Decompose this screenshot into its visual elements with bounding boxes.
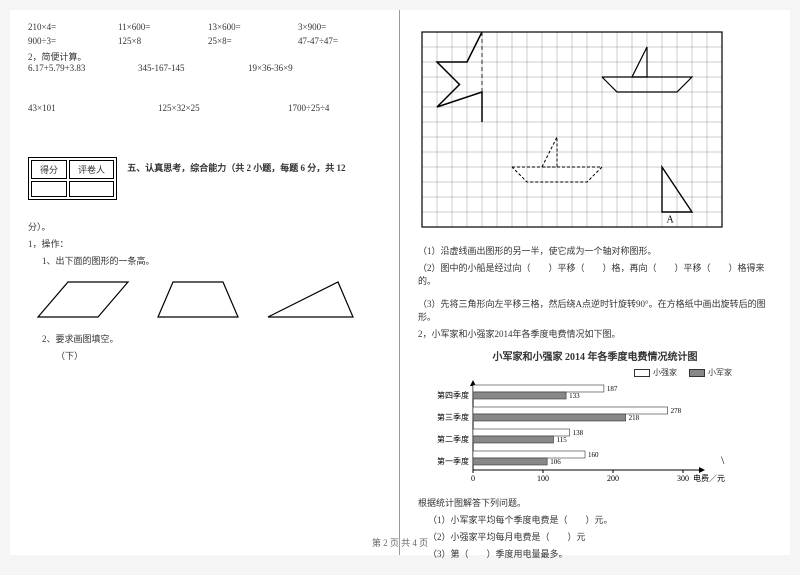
chart-q1: （1）小军家平均每个季度电费是（ ）元。 — [428, 513, 772, 526]
page-footer: 第 2 页 共 4 页 — [10, 536, 790, 549]
svg-text:100: 100 — [537, 474, 549, 483]
legend-label: 小强家 — [653, 367, 677, 378]
calc-cell: 11×600= — [118, 22, 178, 32]
shapes-row — [28, 277, 381, 322]
calc-cell: 43×101 — [28, 103, 88, 113]
svg-text:300: 300 — [677, 474, 689, 483]
q2-title: 2，小军家和小强家2014年各季度电费情况如下图。 — [418, 327, 772, 340]
calc-cell: 3×900= — [298, 22, 358, 32]
right-column: A （1）沿虚线画出图形的另一半，使它成为一个轴对称图形。 （2）图中的小船是经… — [400, 10, 790, 555]
svg-text:0: 0 — [471, 474, 475, 483]
q1a-label: 1、出下面的图形的一条高。 — [42, 254, 381, 267]
svg-text:106: 106 — [550, 458, 561, 466]
calc-cell: 25×8= — [208, 36, 268, 46]
q2b-label: （下） — [56, 349, 381, 362]
svg-text:133: 133 — [569, 392, 580, 400]
parallelogram-shape — [28, 277, 133, 322]
svg-text:第一季度: 第一季度 — [437, 456, 469, 466]
grid-q3b: 形。 — [418, 310, 772, 323]
calc-cell: 125×8 — [118, 36, 178, 46]
q1-label: 1，操作： — [28, 237, 381, 250]
calc-cell: 900÷3= — [28, 36, 88, 46]
chart-svg: 0 100 200 300 电费／元 第四季度 187 133 第三季度 278 218 第二季度 13… — [418, 380, 738, 490]
section-five-end: 分）。 — [28, 220, 381, 233]
svg-text:115: 115 — [557, 436, 568, 444]
svg-text:第二季度: 第二季度 — [437, 434, 469, 444]
svg-text:电费／元: 电费／元 — [693, 473, 725, 483]
calc-block: 210×4= 11×600= 13×600= 3×900= 900÷3= 125… — [28, 22, 381, 46]
section-five-title: 五、认真思考，综合能力（共 2 小题，每题 6 分，共 12 — [127, 163, 345, 173]
calc-cell: 210×4= — [28, 22, 88, 32]
legend-item: 小军家 — [689, 367, 732, 378]
chart-q-title: 根据统计图解答下列问题。 — [418, 496, 772, 509]
svg-text:A: A — [667, 215, 675, 226]
legend-label: 小军家 — [708, 367, 732, 378]
grid-q2: （2）图中的小船是经过向（ ）平移（ ）格，再向（ ）平移（ ）格得来的。 — [418, 261, 772, 287]
q2-label: 2、要求画图填空。 — [42, 332, 381, 345]
grid-q3a: （3）先将三角形向左平移三格，然后绕A点逆时针旋转90°。在方格纸中画出旋转后的… — [418, 297, 772, 310]
svg-text:278: 278 — [671, 407, 682, 415]
grid-figure: A — [418, 28, 772, 240]
calc-cell: 19×36-36×9 — [248, 63, 308, 73]
simple-calc-title: 2，简便计算。 — [28, 50, 381, 63]
calc-cell: 345-167-145 — [138, 63, 198, 73]
left-column: 210×4= 11×600= 13×600= 3×900= 900÷3= 125… — [10, 10, 400, 555]
score-header: 评卷人 — [69, 160, 114, 179]
score-header: 得分 — [31, 160, 67, 179]
svg-text:\: \ — [721, 453, 725, 467]
svg-text:160: 160 — [588, 451, 599, 459]
svg-text:200: 200 — [607, 474, 619, 483]
svg-text:187: 187 — [607, 385, 618, 393]
calc-cell: 125×32×25 — [158, 103, 218, 113]
trapezoid-shape — [153, 277, 243, 322]
grid-svg: A — [418, 28, 728, 238]
calc-cell: 6.17+5.79+3.83 — [28, 63, 88, 73]
legend-item: 小强家 — [634, 367, 677, 378]
svg-text:第三季度: 第三季度 — [437, 412, 469, 422]
svg-text:第四季度: 第四季度 — [437, 390, 469, 400]
calc-cell: 47-47÷47= — [298, 36, 358, 46]
calc-cell: 1700÷25÷4 — [288, 103, 348, 113]
svg-text:218: 218 — [629, 414, 640, 422]
svg-text:138: 138 — [573, 429, 584, 437]
score-box: 得分 评卷人 — [28, 157, 117, 200]
grid-q1: （1）沿虚线画出图形的另一半，使它成为一个轴对称图形。 — [418, 244, 772, 257]
chart-title: 小军家和小强家 2014 年各季度电费情况统计图 — [418, 348, 772, 363]
bar-chart: 小军家和小强家 2014 年各季度电费情况统计图 小强家 小军家 0 100 200… — [418, 348, 772, 492]
chart-legend: 小强家 小军家 — [418, 367, 772, 378]
triangle-shape — [263, 277, 358, 322]
calc-cell: 13×600= — [208, 22, 268, 32]
